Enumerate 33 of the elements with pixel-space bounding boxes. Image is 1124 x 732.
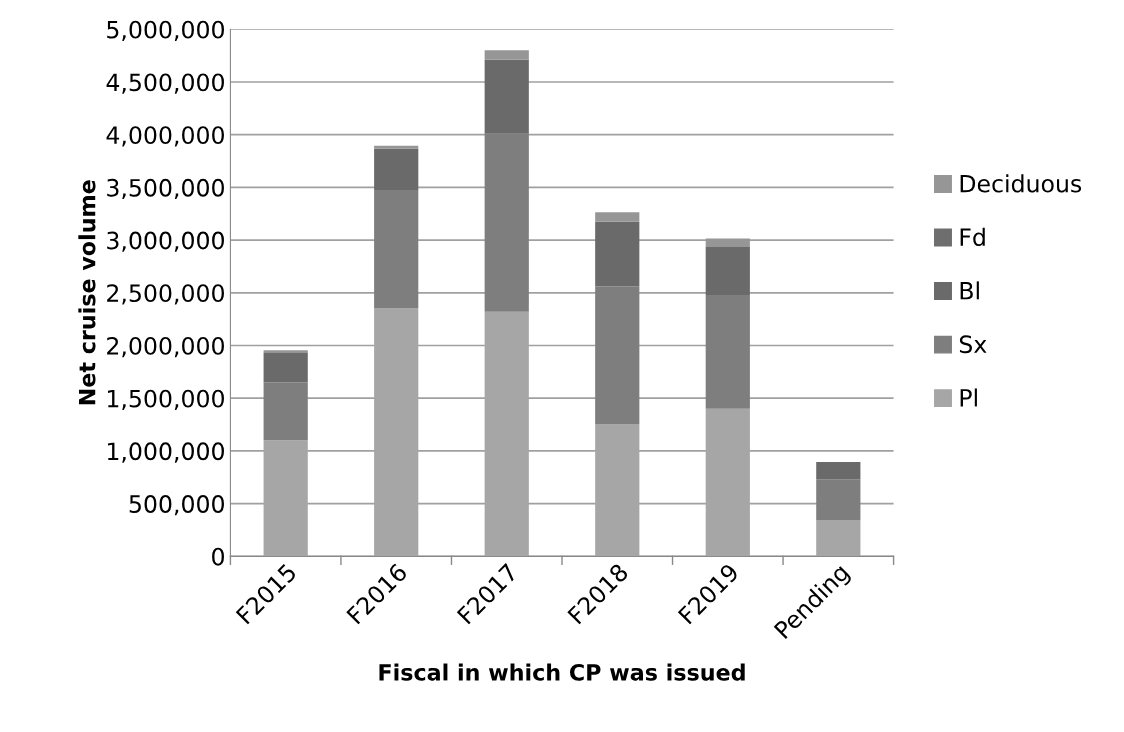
bar xyxy=(816,461,861,480)
bar xyxy=(484,133,529,312)
y-tick-label: 4,000,000 xyxy=(106,126,224,147)
y-tick-label: 1,500,000 xyxy=(107,389,224,410)
y-tick-label: 0 xyxy=(212,547,224,566)
y-tick-label: 2,000,000 xyxy=(107,336,224,358)
bar xyxy=(484,50,529,60)
y-tick-label: 3,500,000 xyxy=(107,178,224,200)
y-tick-label: 5,000,000 xyxy=(107,20,224,41)
legend-label: Bl xyxy=(960,281,979,300)
x-axis-title: Fiscal in which CP was issued xyxy=(379,663,745,681)
bar xyxy=(374,148,419,191)
bar xyxy=(263,352,308,383)
y-tick-label: 2,500,000 xyxy=(107,284,224,305)
bar xyxy=(263,350,308,353)
legend-label: Deciduous xyxy=(960,174,1082,193)
y-tick-label: 1,000,000 xyxy=(107,442,224,463)
bar xyxy=(816,479,861,520)
legend-label: Fd xyxy=(960,227,985,247)
bar xyxy=(595,286,640,425)
bar xyxy=(263,382,308,441)
y-tick-label: 4,500,000 xyxy=(106,73,224,94)
y-axis-title: Net cruise volume xyxy=(78,180,96,405)
bar xyxy=(374,190,419,309)
y-tick-label: 500,000 xyxy=(129,495,224,516)
y-tick-label: 3,000,000 xyxy=(107,231,224,252)
bar xyxy=(484,59,529,134)
bar xyxy=(705,246,750,295)
legend-label: Sx xyxy=(959,335,987,354)
bar xyxy=(595,212,640,222)
bar xyxy=(595,221,640,287)
bar xyxy=(705,294,750,409)
legend-label: Pl xyxy=(960,388,977,407)
